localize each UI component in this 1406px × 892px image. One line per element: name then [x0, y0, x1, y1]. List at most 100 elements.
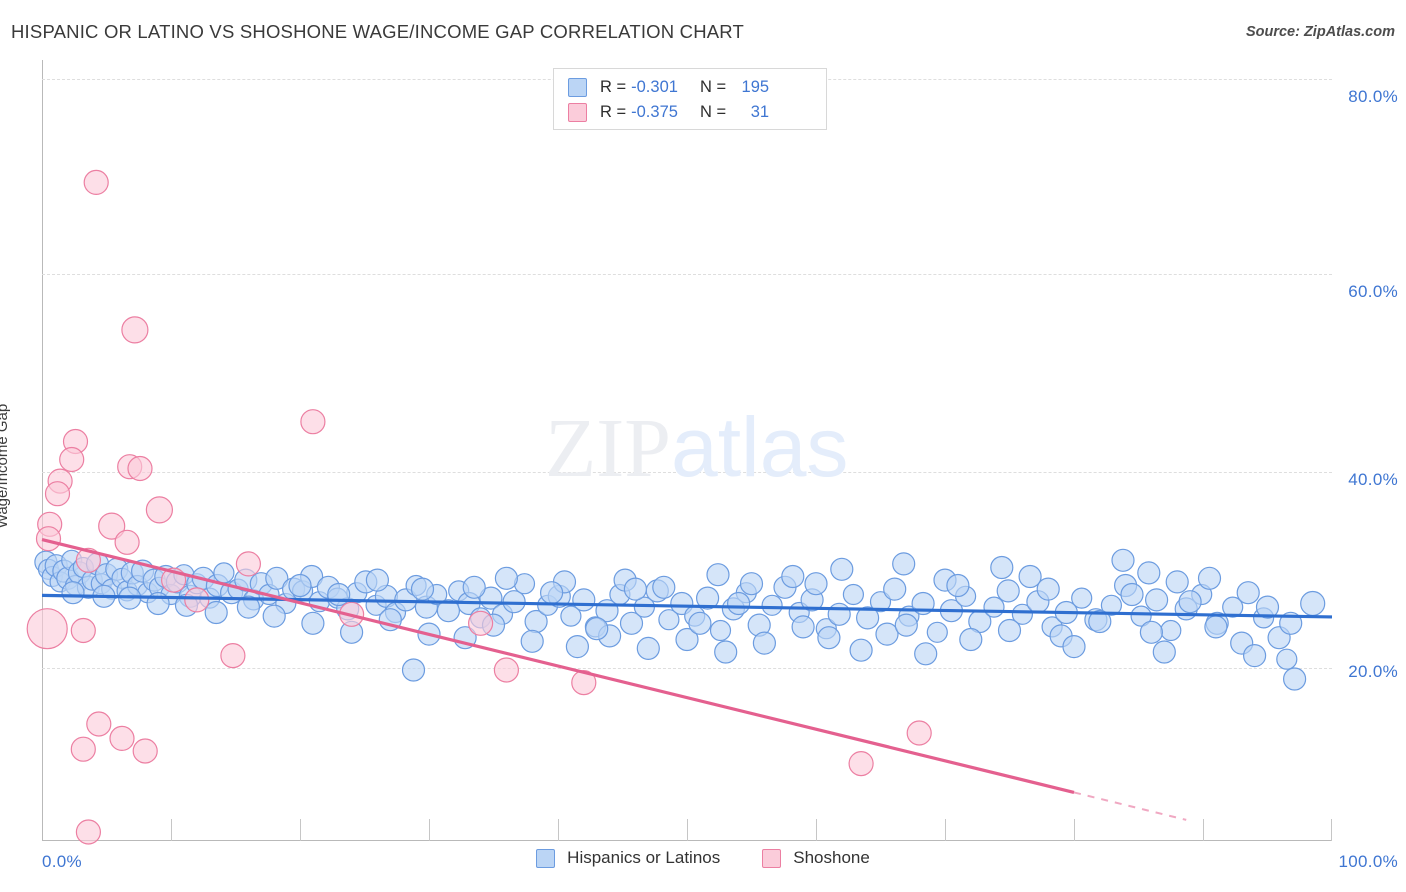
data-point [1011, 603, 1034, 625]
data-point [959, 627, 983, 652]
data-point [1242, 643, 1267, 668]
y-axis-title: Wage/Income Gap [0, 403, 11, 529]
y-axis-label-60: 60.0% [1348, 282, 1398, 301]
data-point [1120, 582, 1144, 607]
data-point [44, 481, 71, 507]
data-point [875, 622, 899, 646]
data-point [109, 725, 135, 752]
data-point [436, 599, 460, 623]
data-point [1152, 640, 1176, 664]
data-point [636, 636, 660, 661]
data-point [926, 621, 948, 643]
data-point [86, 711, 112, 737]
data-point [709, 619, 732, 642]
data-point [848, 750, 874, 777]
trend-line [41, 538, 1075, 794]
data-point [262, 604, 286, 628]
data-point [462, 575, 486, 599]
data-point [714, 640, 738, 664]
data-point [1062, 634, 1086, 659]
data-point [265, 566, 289, 590]
legend-item-hispanics[interactable]: Hispanics or Latinos [536, 848, 720, 868]
legend-item-shoshone[interactable]: Shoshone [762, 848, 870, 868]
data-point [894, 613, 918, 637]
data-point [220, 642, 246, 669]
data-point [236, 595, 260, 619]
data-point [1236, 581, 1260, 605]
x-tick-50 [687, 819, 688, 841]
data-point [791, 615, 815, 639]
data-point [1276, 648, 1298, 670]
x-tick-40 [558, 819, 559, 841]
correlation-stats-legend: R = -0.301 N = 195 R = -0.375 N = 31 [553, 68, 827, 130]
data-point [695, 586, 720, 610]
data-point [401, 658, 426, 682]
data-point [652, 575, 676, 599]
data-point [288, 573, 312, 598]
r-label-shoshone: R = [600, 103, 627, 121]
data-point [892, 552, 916, 576]
data-point [623, 577, 648, 601]
x-tick-60 [816, 819, 817, 841]
data-point [906, 720, 932, 746]
scatter-points-layer [26, 169, 1326, 845]
r-value-hispanics: -0.301 [631, 78, 678, 96]
data-point [804, 572, 828, 596]
data-point [1222, 596, 1244, 618]
stats-row-hispanics: R = -0.301 N = 195 [568, 75, 816, 100]
y-axis-line [42, 60, 43, 841]
data-point [869, 591, 892, 613]
data-point [726, 591, 751, 616]
trend-lines-layer [41, 538, 1333, 821]
data-point [739, 572, 764, 596]
data-point [301, 611, 325, 635]
legend-swatch-hispanics [568, 78, 587, 97]
data-point [571, 669, 597, 696]
data-point [560, 605, 582, 627]
data-point [121, 316, 149, 344]
n-value-hispanics: 195 [741, 78, 770, 96]
stats-row-shoshone: R = -0.375 N = 31 [568, 100, 816, 125]
data-point [997, 618, 1022, 643]
data-point [35, 526, 62, 552]
data-point [468, 610, 494, 636]
data-point [990, 555, 1014, 580]
y-axis-label-80: 80.0% [1348, 87, 1398, 106]
x-axis-label-min: 0.0% [42, 852, 82, 871]
data-point [688, 611, 712, 635]
data-point [1282, 667, 1307, 691]
data-point [883, 577, 907, 601]
data-point [855, 606, 880, 630]
data-point [946, 573, 970, 598]
n-label-shoshone: N = [699, 103, 727, 121]
data-point [493, 657, 519, 683]
data-point [830, 557, 854, 581]
legend-label-shoshone: Shoshone [793, 848, 870, 867]
data-point [300, 409, 326, 435]
data-point [61, 581, 85, 605]
data-point [145, 496, 174, 524]
y-axis-label-40: 40.0% [1348, 470, 1398, 489]
y-axis-label-20: 20.0% [1348, 662, 1398, 681]
data-point [1071, 587, 1093, 609]
data-point [70, 617, 96, 644]
data-point [585, 617, 609, 641]
data-point [75, 819, 102, 845]
data-point [675, 627, 699, 652]
legend-label-hispanics: Hispanics or Latinos [567, 848, 721, 867]
data-point [520, 629, 544, 653]
x-axis-label-max: 100.0% [1338, 852, 1398, 871]
n-value-shoshone: 31 [750, 103, 770, 121]
gridline-40 [42, 472, 1332, 473]
data-point [204, 600, 228, 625]
trend-line-extension [1073, 791, 1187, 821]
data-point [849, 638, 873, 662]
gridline-20 [42, 668, 1332, 669]
data-point [410, 577, 435, 601]
source-attribution: Source: ZipAtlas.com [1245, 24, 1395, 40]
r-value-shoshone: -0.375 [631, 103, 678, 121]
data-point [752, 631, 777, 655]
data-point [781, 564, 805, 589]
data-point [26, 608, 68, 650]
x-tick-30 [429, 819, 430, 841]
